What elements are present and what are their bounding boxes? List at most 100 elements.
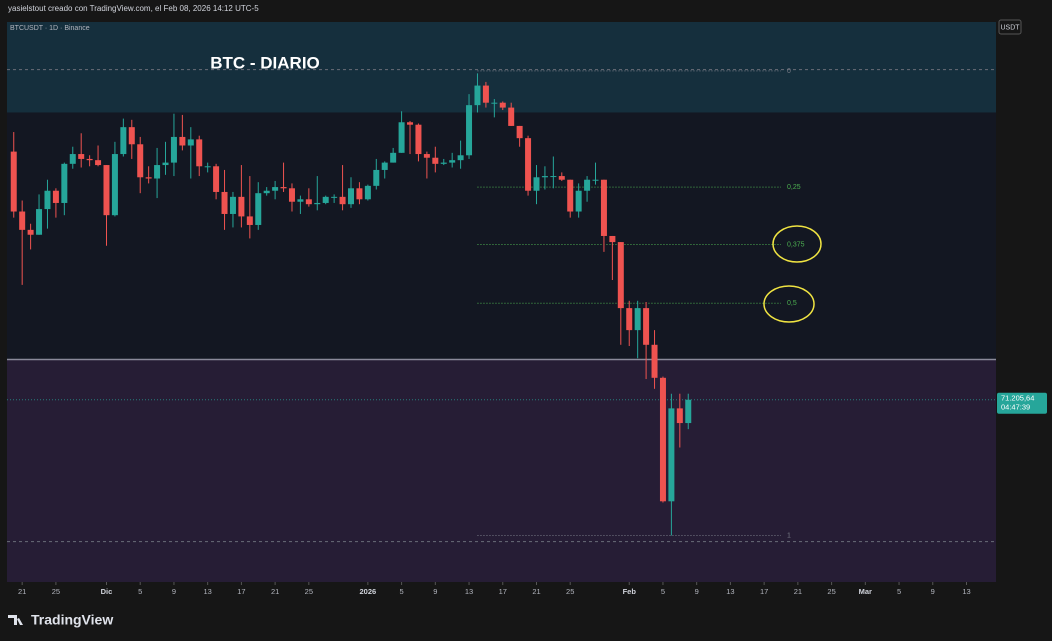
fib-label: 1 <box>787 532 791 539</box>
candle-body <box>297 199 304 202</box>
candle-body <box>196 139 203 167</box>
candle-body <box>407 122 414 125</box>
candle-body <box>229 196 236 214</box>
candle-body <box>272 187 279 191</box>
footer-brand: TradingView <box>31 612 113 628</box>
candle-body <box>676 408 683 424</box>
price-axis <box>996 18 1052 602</box>
x-tick-label: 13 <box>726 587 734 596</box>
currency: USDT <box>1000 24 1020 31</box>
candle-body <box>255 193 262 225</box>
candle-body <box>364 185 371 200</box>
candle-body <box>305 199 312 205</box>
candle-body <box>659 377 666 502</box>
x-tick-label: 9 <box>931 587 935 596</box>
candle-body <box>398 122 405 153</box>
logo-icon <box>8 615 23 625</box>
candle-body <box>204 166 211 168</box>
candle-body <box>381 162 388 170</box>
x-tick-label: 5 <box>400 587 404 596</box>
candle-body <box>78 154 85 159</box>
annotation-circle <box>772 225 822 263</box>
candle-body <box>516 125 523 139</box>
x-tick-label: 21 <box>18 587 26 596</box>
candle-body <box>600 179 607 236</box>
x-tick-label: 5 <box>897 587 901 596</box>
candle-body <box>280 187 287 189</box>
candle-body <box>221 191 228 214</box>
candle-body <box>575 190 582 212</box>
candle-body <box>643 308 650 345</box>
candle-body <box>111 154 118 216</box>
candle-body <box>179 136 186 146</box>
candle-body <box>592 179 599 181</box>
fib-label: 0,375 <box>787 241 805 248</box>
candle-body <box>550 176 557 178</box>
candle-body <box>288 188 295 202</box>
x-tick-label: 9 <box>695 587 699 596</box>
candle-body <box>137 144 144 178</box>
candle-body <box>120 127 127 155</box>
candle-body <box>10 151 17 212</box>
x-tick-label: 25 <box>566 587 574 596</box>
candle-body <box>19 211 26 230</box>
x-tick-label: 21 <box>532 587 540 596</box>
candle-body <box>44 190 51 210</box>
candle-body <box>187 139 194 146</box>
candle-body <box>52 190 59 203</box>
candle-body <box>423 154 430 158</box>
candle-body <box>533 177 540 191</box>
candle-body <box>567 179 574 212</box>
x-tick-label: Mar <box>859 587 872 596</box>
logo <box>8 615 23 625</box>
x-tick-label: Dic <box>101 587 113 596</box>
candle-body <box>314 202 321 205</box>
x-tick-label: 25 <box>52 587 60 596</box>
candle-body <box>685 399 692 424</box>
candle-body <box>668 408 675 502</box>
candle-body <box>27 229 34 235</box>
candle-body <box>69 154 76 164</box>
candle-body <box>331 196 338 198</box>
candle-body <box>263 190 270 194</box>
x-tick-label: 17 <box>760 587 768 596</box>
price-tag-label: 71.205,64 <box>1001 394 1034 403</box>
annotation-circle <box>763 285 815 323</box>
symbol: BTCUSDT · 1D · Binance <box>10 25 90 32</box>
candle-body <box>626 308 633 331</box>
x-tick-label: 21 <box>271 587 279 596</box>
candle-body <box>558 176 565 180</box>
candle-body <box>584 179 591 191</box>
candle-body <box>348 188 354 205</box>
x-tick-label: 17 <box>237 587 245 596</box>
x-tick-label: 9 <box>433 587 437 596</box>
candle-body <box>432 157 439 164</box>
candle-body <box>145 177 152 179</box>
candle-body <box>373 169 380 186</box>
zone-bottom <box>7 359 996 582</box>
candle-body <box>651 344 658 378</box>
candle-body <box>246 216 253 225</box>
candle-body <box>61 163 68 203</box>
x-tick-label: 21 <box>794 587 802 596</box>
x-tick-label: 5 <box>661 587 665 596</box>
x-tick-label: 13 <box>962 587 970 596</box>
currency-box <box>998 19 1022 35</box>
countdown: 04:47:39 <box>1001 403 1030 412</box>
candle-body <box>36 209 43 235</box>
x-tick-label: 25 <box>305 587 313 596</box>
x-tick-label: 25 <box>827 587 835 596</box>
x-tick-label: 17 <box>499 587 507 596</box>
candle-body <box>170 136 177 163</box>
candle-body <box>95 160 102 166</box>
candle-body <box>617 242 624 309</box>
candle-body <box>508 107 515 126</box>
candle-body <box>356 188 363 200</box>
candle-body <box>634 308 641 331</box>
fib-label: 0,25 <box>787 184 801 191</box>
candle-body <box>213 166 220 192</box>
header: yasielstout creado con TradingView.com, … <box>8 4 259 13</box>
candle-body <box>449 160 456 163</box>
